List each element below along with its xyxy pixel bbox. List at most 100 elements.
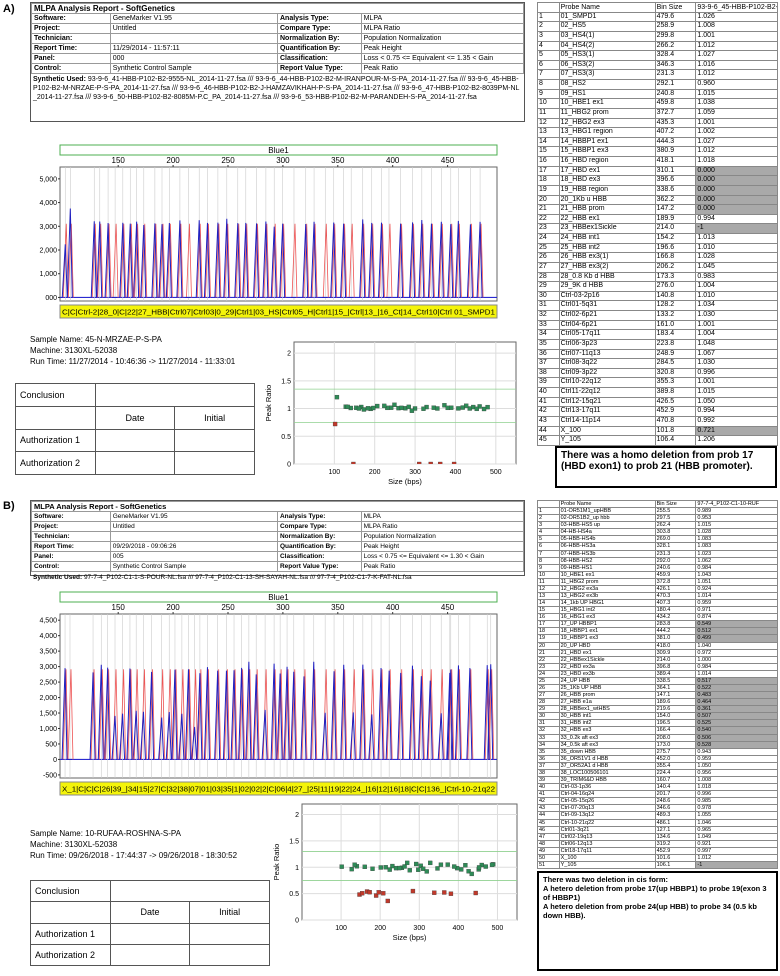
ratio-point <box>360 891 365 896</box>
sample-peak <box>417 676 424 760</box>
probe-cell: 6 <box>537 542 560 551</box>
probe-cell: 1.027 <box>695 136 778 148</box>
probe-cell: 1.083 <box>695 542 778 551</box>
report-label: Classification: <box>276 53 362 64</box>
sample-line: Machine: 3130XL-52038 <box>30 840 118 849</box>
probe-cell: 1.067 <box>695 348 778 360</box>
ratio-point <box>339 864 344 869</box>
ratio-point <box>435 866 440 871</box>
sample-peak <box>446 672 453 760</box>
sample-line: Machine: 3130XL-52038 <box>30 346 118 355</box>
sample-peak <box>409 222 416 298</box>
probe-cell: Ctrl02-6p21 <box>558 310 656 321</box>
probe-cell: 11_HBG2 prom <box>558 577 656 586</box>
control-peak <box>369 669 376 760</box>
probe-cell: 13_HBG2 ex3b <box>558 591 656 601</box>
probe-cell: Ctrl-10-21q22 <box>558 818 656 827</box>
probe-cell: 154.0 <box>654 712 697 721</box>
sample-peak <box>89 672 96 760</box>
probe-cell: 426.1 <box>654 584 697 594</box>
probe-cell: 418.1 <box>654 156 697 167</box>
probe-cell: 1.048 <box>695 338 778 350</box>
report-value: Peak Ratio <box>360 63 525 74</box>
probe-cell: 15_HBG1 int2 <box>558 606 656 615</box>
report-label: Panel: <box>31 53 111 64</box>
control-peak <box>303 223 310 298</box>
probe-cell: 106.4 <box>654 435 697 446</box>
control-peak <box>429 223 435 298</box>
y-tick-label: 1 <box>295 865 299 872</box>
probe-cell: 396.8 <box>654 662 697 671</box>
report-row: Software: GeneMarker V1.95 Analysis Type: M… <box>31 13 525 24</box>
conc-empty <box>109 879 271 903</box>
probe-header: Probe Name Bin Size 93-9-6_45-HBB-P102-B2-… <box>537 2 778 13</box>
probe-cell: 3 <box>537 521 560 530</box>
ratio-point <box>476 865 482 870</box>
control-peak <box>91 223 98 298</box>
note-line: There was two deletion in cis form: <box>543 875 669 884</box>
probe-cell: Y_105 <box>558 860 656 870</box>
probe-strip-labels: C|C|Ctrl-2|28_0|C|22|27_HBB|Ctrl07|Ctrl0… <box>62 310 495 317</box>
probe-row: 18 18_HBBP1 ex1 444.2 0.512 <box>537 627 778 636</box>
probe-cell: 255.5 <box>654 507 697 516</box>
x-tick-label: 350 <box>331 156 345 165</box>
probe-cell: 224.4 <box>654 768 697 778</box>
report-label: Classification: <box>276 551 362 562</box>
ratio-point <box>410 888 416 894</box>
probe-cell: 180.4 <box>654 606 697 615</box>
probe-cell: Ctrl12-15q21 <box>558 396 656 408</box>
probe-cell: 12_HBG2 ex3 <box>558 117 656 129</box>
probe-cell: 1.062 <box>695 556 778 565</box>
y-tick-label: 0 <box>287 462 291 469</box>
panel-label: B) <box>3 500 15 512</box>
probe-cell: 1.002 <box>695 127 778 138</box>
report-label: Control: <box>31 63 111 74</box>
sample-peak <box>437 713 444 760</box>
probe-cell: 51 <box>537 860 560 870</box>
sample-peak <box>377 222 384 298</box>
y-tick-label: 4,500 <box>39 618 57 625</box>
control-peak <box>311 223 318 298</box>
control-peak <box>197 669 204 760</box>
report-label: Project: <box>31 521 111 532</box>
probe-row: 28 27_HBB e1a 189.6 0.464 <box>537 698 778 707</box>
report-label: Technician: <box>31 531 111 542</box>
ratio-point <box>432 890 437 895</box>
probe-row: 44 X_100 101.8 0.721 <box>537 425 778 437</box>
control-peak <box>410 669 416 760</box>
ratio-point <box>389 405 394 410</box>
report-table: MLPA Analysis Report - SoftGenetics Softw… <box>31 501 525 572</box>
probe-cell: 05_HS3(1) <box>558 50 656 61</box>
probe-cell: 338.6 <box>654 184 697 196</box>
probe-cell: 1.001 <box>695 319 778 331</box>
probe-cell: 435.3 <box>654 117 697 129</box>
probe-strip <box>59 304 498 319</box>
probe-cell: 10 <box>537 98 560 109</box>
probe-cell: 380.9 <box>654 146 697 157</box>
control-peak <box>455 223 462 298</box>
probe-row: 49 Ctrl18-17q11 452.9 0.997 <box>537 846 778 855</box>
sample-peak <box>176 220 183 298</box>
probe-row: 45 Ctrl-10-21q22 486.1 1.046 <box>537 818 778 827</box>
sample-peak <box>466 667 473 760</box>
probe-row: 17 17_HBD ex1 310.1 0.000 <box>537 165 778 177</box>
probe-cell: 223.8 <box>654 338 697 350</box>
control-peak <box>246 669 253 760</box>
probe-row: 15 15_HBBP1 ex3 380.9 1.012 <box>537 146 778 157</box>
x-tick-label: 400 <box>386 603 400 612</box>
y-label: Peak Ratio <box>264 385 273 422</box>
probe-cell: 269.0 <box>654 535 697 544</box>
probe-row: 18 18_HBD ex3 396.6 0.000 <box>537 175 778 186</box>
probe-cell: 13 <box>537 127 560 138</box>
probe-cell: 30_HBB int1 <box>558 712 656 721</box>
sample-peak <box>330 222 337 298</box>
probe-cell: 0.528 <box>695 740 778 749</box>
ratio-point <box>407 868 412 873</box>
probe-row: 3 03-HBB-HS5 up 262.4 1.015 <box>537 521 778 530</box>
sample-peak <box>252 674 259 760</box>
probe-cell: 12_HBG2 ex3a <box>558 584 656 594</box>
report-title: MLPA Analysis Report - SoftGenetics <box>31 501 524 512</box>
sample-line: Run Time: 09/26/2018 - 17:44:37 -> 09/26… <box>30 851 238 860</box>
probe-cell: 0.540 <box>695 726 778 735</box>
control-peak <box>467 669 474 760</box>
